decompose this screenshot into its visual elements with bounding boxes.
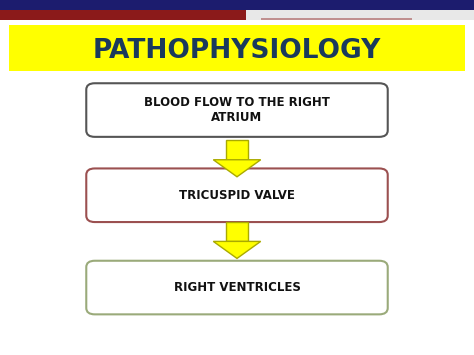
Bar bbox=[0, 10, 246, 20]
Text: RIGHT VENTRICLES: RIGHT VENTRICLES bbox=[173, 281, 301, 294]
Text: BLOOD FLOW TO THE RIGHT
ATRIUM: BLOOD FLOW TO THE RIGHT ATRIUM bbox=[144, 96, 330, 124]
Text: PATHOPHYSIOLOGY: PATHOPHYSIOLOGY bbox=[93, 38, 381, 65]
FancyBboxPatch shape bbox=[86, 261, 388, 315]
Bar bbox=[0, 0, 474, 10]
Bar bbox=[226, 222, 248, 241]
Bar bbox=[261, 18, 412, 25]
Polygon shape bbox=[213, 241, 261, 258]
FancyBboxPatch shape bbox=[86, 83, 388, 137]
Text: TRICUSPID VALVE: TRICUSPID VALVE bbox=[179, 189, 295, 202]
FancyBboxPatch shape bbox=[86, 169, 388, 222]
Polygon shape bbox=[213, 160, 261, 177]
Bar bbox=[226, 140, 248, 160]
Bar bbox=[9, 25, 465, 71]
